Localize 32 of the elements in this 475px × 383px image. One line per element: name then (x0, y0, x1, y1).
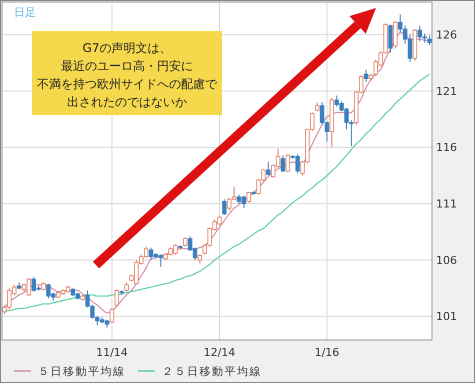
chart-title: 日足 (14, 6, 36, 19)
candlestick (110, 308, 114, 324)
candlestick (388, 24, 393, 54)
candlestick (124, 282, 129, 292)
x-tick-label: 11/14 (96, 346, 128, 359)
candlestick (427, 35, 432, 46)
annotation: G7の声明文は、 (82, 41, 172, 55)
y-tick-label: 116 (436, 141, 457, 154)
y-tick-label: 121 (436, 84, 457, 98)
y-tick-label: 106 (436, 254, 457, 267)
y-tick-label: 126 (436, 28, 457, 42)
candlestick (222, 198, 227, 216)
candlestick (246, 192, 251, 204)
candlestick (183, 236, 188, 247)
annotation: 出されたのではないか (67, 95, 187, 109)
candlestick (393, 20, 398, 49)
annotation: 最近のユーロ高・円安に (61, 59, 193, 73)
candlestick (266, 161, 271, 176)
legend-label: ５日移動平均線 (38, 364, 126, 378)
candlestick (364, 69, 368, 82)
candlestick (114, 288, 120, 307)
x-tick-label: 12/14 (204, 346, 236, 359)
y-tick-label: 101 (436, 310, 457, 324)
candlestick (280, 154, 286, 173)
candlestick (286, 154, 290, 173)
line-series (4, 74, 430, 312)
x-tick-label: 1/16 (314, 346, 340, 359)
legend-label: ２５日移動平均線 (162, 364, 262, 378)
y-tick-label: 111 (436, 198, 457, 211)
candlestick (314, 102, 320, 112)
candlestick (198, 254, 202, 264)
annotation: 不満を持つ欧州サイドへの配慮で (37, 77, 218, 91)
